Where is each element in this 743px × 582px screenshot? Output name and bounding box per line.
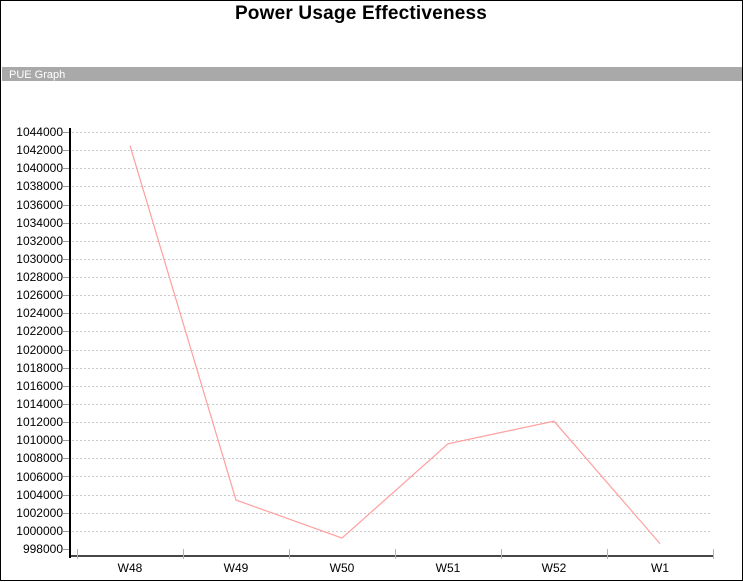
y-axis-line — [69, 128, 71, 558]
y-axis-tick-mark — [63, 404, 70, 405]
y-axis-tick-mark — [63, 241, 70, 242]
y-axis-tick-label: 1020000 — [16, 342, 63, 357]
gridline — [72, 223, 712, 224]
y-axis-tick-label: 1026000 — [16, 288, 63, 303]
y-axis-tick-mark — [63, 440, 70, 441]
gridline — [72, 386, 712, 387]
gridline — [72, 513, 712, 514]
y-axis-tick-label: 1000000 — [16, 523, 63, 538]
gridline — [72, 168, 712, 169]
y-axis-tick-label: 1002000 — [16, 505, 63, 520]
x-axis-tick-mark — [501, 549, 502, 559]
y-axis-tick-mark — [63, 458, 70, 459]
gridline — [72, 476, 712, 477]
x-axis-line — [71, 555, 713, 557]
gridline — [72, 495, 712, 496]
y-axis-tick-label: 1042000 — [16, 143, 63, 158]
y-axis-tick-label: 1018000 — [16, 360, 63, 375]
y-axis-tick-mark — [63, 422, 70, 423]
gridline — [72, 295, 712, 296]
x-axis-tick-label: W51 — [435, 561, 461, 575]
y-axis-tick-label: 1022000 — [16, 324, 63, 339]
gridline — [72, 313, 712, 314]
y-axis-tick-mark — [63, 495, 70, 496]
gridline — [72, 277, 712, 278]
y-axis-tick-label: 1024000 — [16, 306, 63, 321]
y-axis-tick-label: 1036000 — [16, 197, 63, 212]
section-header-bar: PUE Graph — [2, 67, 742, 81]
x-axis-tick-mark — [77, 549, 78, 559]
gridline — [72, 440, 712, 441]
x-axis-tick-label: W1 — [651, 561, 669, 575]
y-axis-tick-label: 1010000 — [16, 433, 63, 448]
gridline — [72, 531, 712, 532]
y-axis-tick-mark — [63, 132, 70, 133]
y-axis-tick-label: 1032000 — [16, 233, 63, 248]
gridline — [72, 422, 712, 423]
y-axis-tick-label: 1006000 — [16, 469, 63, 484]
y-axis-tick-mark — [63, 186, 70, 187]
chart-title: Power Usage Effectiveness — [234, 3, 488, 24]
gridline — [72, 186, 712, 187]
y-axis-tick-mark — [63, 331, 70, 332]
y-axis-tick-mark — [63, 150, 70, 151]
x-axis-tick-label: W52 — [541, 561, 567, 575]
y-axis-tick-label: 1044000 — [16, 125, 63, 139]
y-axis-tick-mark — [63, 313, 70, 314]
y-axis-tick-label: 1040000 — [16, 161, 63, 176]
y-axis-tick-label: 1034000 — [16, 215, 63, 230]
x-axis-tick-mark — [607, 549, 608, 559]
gridline — [72, 331, 712, 332]
y-axis-tick-mark — [63, 549, 70, 550]
section-header-label: PUE Graph — [9, 69, 66, 81]
y-axis-tick-mark — [63, 368, 70, 369]
x-axis-tick-mark — [183, 549, 184, 559]
x-axis-tick-mark — [713, 549, 714, 559]
gridline — [72, 350, 712, 351]
y-axis-tick-label: 1004000 — [16, 487, 63, 502]
y-axis-tick-label: 1012000 — [16, 415, 63, 430]
y-axis-tick-mark — [63, 295, 70, 296]
y-axis-tick-mark — [63, 476, 70, 477]
gridline — [72, 404, 712, 405]
y-axis-tick-mark — [63, 350, 70, 351]
x-axis-tick-mark — [395, 549, 396, 559]
y-axis-tick-mark — [63, 259, 70, 260]
x-axis-tick-mark — [289, 549, 290, 559]
y-axis-tick-mark — [63, 531, 70, 532]
gridline — [72, 458, 712, 459]
y-axis-tick-label: 1008000 — [16, 451, 63, 466]
y-axis-tick-label: 1030000 — [16, 251, 63, 266]
y-axis-tick-mark — [63, 386, 70, 387]
gridline — [72, 259, 712, 260]
gridline — [72, 205, 712, 206]
x-axis-tick-label: W49 — [223, 561, 249, 575]
y-axis-tick-label: 1014000 — [16, 397, 63, 411]
x-axis-tick-label: W48 — [117, 561, 143, 575]
y-axis-tick-label: 1038000 — [16, 179, 63, 194]
y-axis-tick-label: 998000 — [22, 542, 63, 556]
gridline — [72, 150, 712, 151]
y-axis-tick-label: 1028000 — [16, 270, 63, 284]
y-axis-tick-mark — [63, 223, 70, 224]
y-axis-tick-mark — [63, 513, 70, 514]
y-axis-tick-mark — [63, 205, 70, 206]
y-axis-tick-mark — [63, 277, 70, 278]
gridline — [72, 368, 712, 369]
gridline — [72, 241, 712, 242]
gridline — [72, 132, 712, 133]
x-axis-tick-label: W50 — [329, 561, 355, 575]
y-axis-tick-label: 1016000 — [16, 378, 63, 393]
y-axis-tick-mark — [63, 168, 70, 169]
